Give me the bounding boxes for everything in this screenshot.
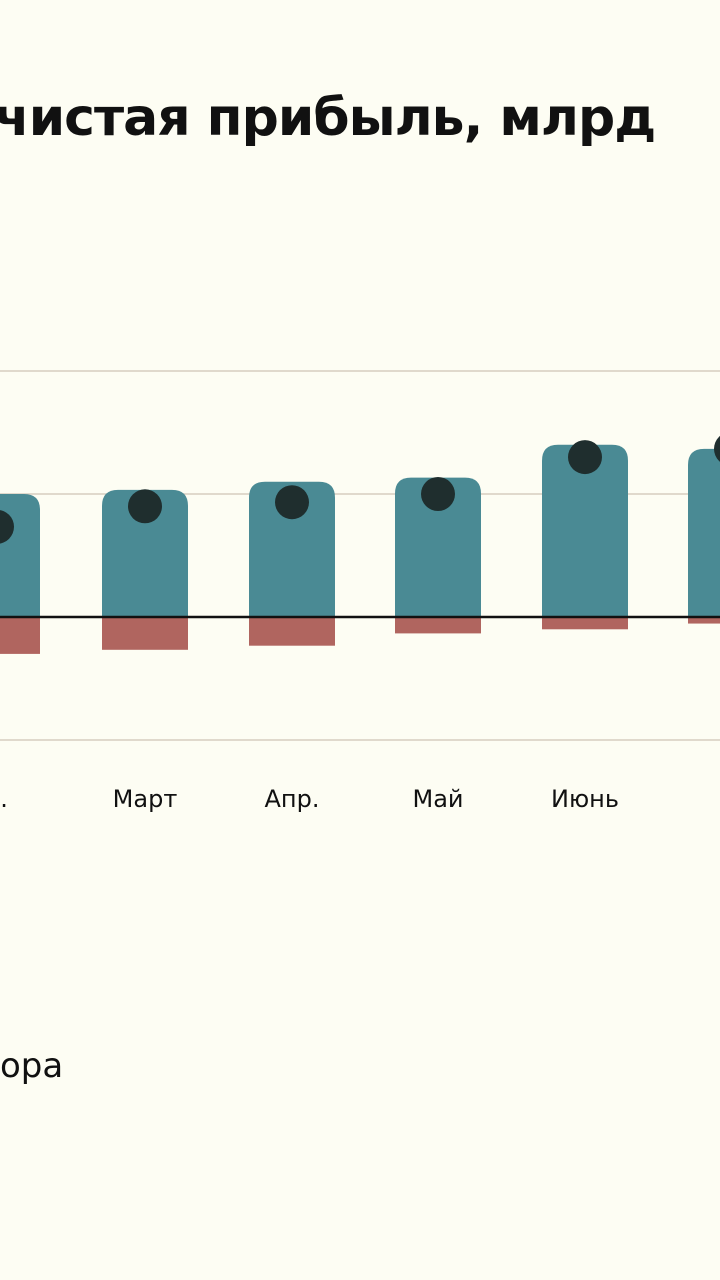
source-note: ора — [0, 1046, 64, 1086]
positive-bar-4 — [542, 444, 628, 617]
negative-bar-0 — [0, 617, 40, 654]
x-tick-label-3: Май — [412, 785, 463, 813]
positive-bars — [0, 444, 720, 617]
marker-1 — [128, 489, 162, 524]
chart-title: чистая прибыль, млрд — [0, 88, 656, 148]
positive-bar-2 — [249, 481, 335, 617]
marker-5 — [714, 435, 720, 462]
markers — [0, 435, 720, 544]
marker-4 — [568, 440, 602, 475]
positive-bar-1 — [102, 489, 188, 617]
x-tick-label-2: Апр. — [265, 785, 320, 813]
negative-bar-3 — [395, 617, 481, 634]
marker-0 — [0, 510, 14, 544]
negative-bar-2 — [249, 617, 335, 646]
x-tick-label-1: Март — [113, 785, 178, 813]
positive-bar-3 — [395, 477, 481, 617]
negative-bar-4 — [542, 617, 628, 630]
x-tick-label-0: в. — [0, 785, 8, 813]
positive-bar-5 — [688, 448, 720, 617]
negative-bar-5 — [688, 617, 720, 624]
marker-3 — [421, 477, 455, 511]
negative-bar-1 — [102, 617, 188, 650]
negative-bars — [0, 617, 720, 654]
marker-2 — [275, 485, 309, 520]
x-tick-label-4: Июнь — [551, 785, 619, 813]
